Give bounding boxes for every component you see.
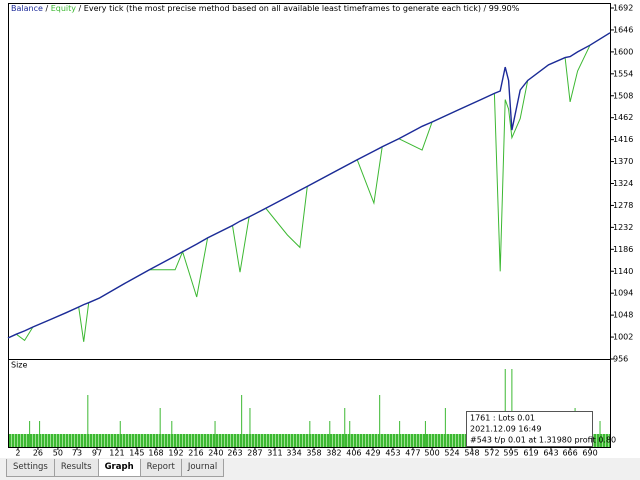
- x-tick-label: 500: [424, 449, 439, 458]
- x-tick-label: 26: [33, 449, 43, 458]
- y-tick-label: 1692: [613, 4, 633, 13]
- legend-balance: Balance: [11, 4, 43, 13]
- x-tick-label: 382: [326, 449, 341, 458]
- x-tick-label: 50: [53, 449, 63, 458]
- y-tick-label: 1508: [613, 91, 633, 100]
- tooltip: 1761 : Lots 0.01 2021.12.09 16:49 #543 t/p…: [466, 411, 616, 447]
- tab[interactable]: Journal: [180, 459, 225, 477]
- y-tick-label: 1324: [613, 179, 633, 188]
- tab[interactable]: Results: [53, 459, 99, 477]
- tab[interactable]: Graph: [97, 459, 141, 477]
- x-tick-label: 121: [109, 449, 124, 458]
- x-tick-label: 477: [405, 449, 420, 458]
- x-tick-label: 406: [346, 449, 361, 458]
- x-tick-label: 145: [129, 449, 144, 458]
- separator: /: [484, 4, 487, 13]
- x-tick-label: 334: [286, 449, 301, 458]
- y-tick-label: 1140: [613, 267, 633, 276]
- balance-line: [7, 32, 611, 339]
- tooltip-line: 1761 : Lots 0.01: [470, 414, 535, 423]
- y-tick-label: 1094: [613, 289, 633, 298]
- x-tick-label: 548: [464, 449, 479, 458]
- y-tick-label: 956: [613, 355, 628, 364]
- x-tick-label: 73: [72, 449, 82, 458]
- x-tick-label: 192: [168, 449, 183, 458]
- y-tick-label: 1186: [613, 245, 633, 254]
- y-tick-label: 1646: [613, 25, 633, 34]
- method: Every tick (the most precise method base…: [84, 4, 481, 13]
- y-tick-label: 1048: [613, 311, 633, 320]
- x-tick-label: 168: [148, 449, 163, 458]
- y-tick-label: 1370: [613, 157, 633, 166]
- y-tick-label: 1600: [613, 47, 633, 56]
- separator: /: [79, 4, 82, 13]
- x-tick-label: 240: [208, 449, 223, 458]
- tab[interactable]: Settings: [6, 459, 55, 477]
- quality: 99.90%: [489, 4, 520, 13]
- x-tick-label: 358: [306, 449, 321, 458]
- size-label: Size: [11, 361, 28, 370]
- y-tick-label: 1232: [613, 223, 633, 232]
- x-tick-label: 216: [188, 449, 203, 458]
- x-tick-label: 619: [523, 449, 538, 458]
- y-tick-label: 1416: [613, 135, 633, 144]
- chart: Size Balance / Equity / Every tick (the …: [0, 0, 640, 458]
- y-tick-label: 1462: [613, 113, 633, 122]
- tab-bar: Settings Results Graph Report Journal: [6, 459, 225, 477]
- x-tick-label: 2: [15, 449, 20, 458]
- y-tick-label: 1554: [613, 69, 633, 78]
- x-tick-label: 263: [227, 449, 242, 458]
- x-tick-label: 595: [503, 449, 518, 458]
- x-tick-label: 690: [582, 449, 597, 458]
- tooltip-box: [466, 411, 593, 447]
- tab[interactable]: Report: [139, 459, 182, 477]
- x-tick-label: 311: [267, 449, 282, 458]
- separator: /: [45, 4, 48, 13]
- x-tick-label: 97: [92, 449, 102, 458]
- x-tick-label: 287: [247, 449, 262, 458]
- x-tick-label: 524: [444, 449, 459, 458]
- x-tick-label: 572: [484, 449, 499, 458]
- tooltip-line: 2021.12.09 16:49: [470, 425, 541, 434]
- x-tick-label: 429: [365, 449, 380, 458]
- legend-equity: Equity: [51, 4, 77, 13]
- header: Balance / Equity / Every tick (the most …: [11, 4, 520, 13]
- tooltip-line: #543 t/p 0.01 at 1.31980 profit 0.80: [470, 436, 616, 445]
- y-tick-label: 1278: [613, 201, 633, 210]
- x-tick-label: 643: [543, 449, 558, 458]
- x-tick-label: 453: [385, 449, 400, 458]
- plot-frame: [8, 3, 611, 448]
- y-tick-label: 1002: [613, 333, 633, 342]
- x-tick-label: 666: [562, 449, 577, 458]
